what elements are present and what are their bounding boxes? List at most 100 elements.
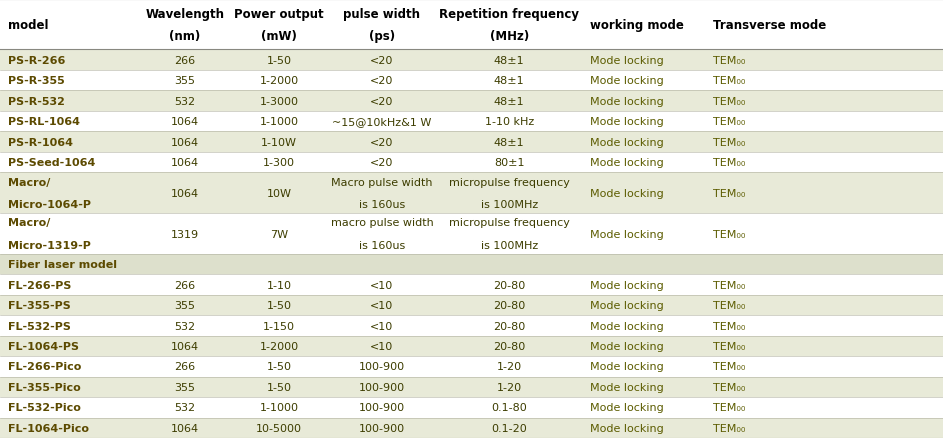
Bar — [0, 254, 943, 275]
Text: Mode locking: Mode locking — [590, 137, 664, 147]
Text: PS-RL-1064: PS-RL-1064 — [8, 117, 79, 127]
Text: TEM₀₀: TEM₀₀ — [713, 229, 745, 239]
Text: 266: 266 — [174, 56, 195, 66]
Text: Fiber laser model: Fiber laser model — [8, 260, 117, 269]
Text: Wavelength: Wavelength — [145, 7, 224, 21]
Text: Mode locking: Mode locking — [590, 382, 664, 392]
Text: TEM₀₀: TEM₀₀ — [713, 382, 745, 392]
Bar — [0, 71, 943, 91]
Text: (MHz): (MHz) — [489, 30, 529, 43]
Text: 1-1000: 1-1000 — [259, 403, 299, 413]
Text: 1319: 1319 — [171, 229, 199, 239]
Text: 1-150: 1-150 — [263, 321, 295, 331]
Text: Mode locking: Mode locking — [590, 300, 664, 311]
Text: is 160us: is 160us — [358, 240, 405, 250]
Text: ~15@10kHz&1 W: ~15@10kHz&1 W — [332, 117, 432, 127]
Text: Mode locking: Mode locking — [590, 403, 664, 413]
Bar — [0, 397, 943, 417]
Text: Micro-1064-P: Micro-1064-P — [8, 199, 91, 209]
Bar — [0, 336, 943, 357]
Text: FL-1064-Pico: FL-1064-Pico — [8, 423, 89, 433]
Bar — [0, 275, 943, 295]
Text: Mode locking: Mode locking — [590, 188, 664, 198]
Text: <20: <20 — [371, 56, 393, 66]
Text: TEM₀₀: TEM₀₀ — [713, 403, 745, 413]
Text: Mode locking: Mode locking — [590, 362, 664, 371]
Text: FL-532-PS: FL-532-PS — [8, 321, 71, 331]
Text: 0.1-20: 0.1-20 — [491, 423, 527, 433]
Text: 266: 266 — [174, 280, 195, 290]
Bar — [0, 152, 943, 173]
Text: PS-R-355: PS-R-355 — [8, 76, 64, 86]
Text: FL-355-Pico: FL-355-Pico — [8, 382, 80, 392]
Text: TEM₀₀: TEM₀₀ — [713, 321, 745, 331]
Text: Mode locking: Mode locking — [590, 280, 664, 290]
Text: 48±1: 48±1 — [494, 96, 524, 106]
Text: Mode locking: Mode locking — [590, 56, 664, 66]
Text: 532: 532 — [174, 403, 195, 413]
Bar — [0, 173, 943, 214]
Text: 100-900: 100-900 — [359, 403, 405, 413]
Text: TEM₀₀: TEM₀₀ — [713, 188, 745, 198]
Text: 1064: 1064 — [171, 188, 199, 198]
Text: 1-2000: 1-2000 — [259, 341, 299, 351]
Text: micropulse frequency: micropulse frequency — [449, 177, 570, 187]
Bar — [0, 295, 943, 316]
Text: 20-80: 20-80 — [493, 321, 525, 331]
Text: 1-2000: 1-2000 — [259, 76, 299, 86]
Bar — [0, 417, 943, 438]
Text: Mode locking: Mode locking — [590, 96, 664, 106]
Text: <10: <10 — [371, 341, 393, 351]
Bar — [0, 50, 943, 71]
Text: TEM₀₀: TEM₀₀ — [713, 280, 745, 290]
Text: TEM₀₀: TEM₀₀ — [713, 117, 745, 127]
Text: TEM₀₀: TEM₀₀ — [713, 341, 745, 351]
Text: Micro-1319-P: Micro-1319-P — [8, 240, 91, 250]
Text: TEM₀₀: TEM₀₀ — [713, 300, 745, 311]
Text: micropulse frequency: micropulse frequency — [449, 218, 570, 228]
Text: 1064: 1064 — [171, 158, 199, 168]
Text: <10: <10 — [371, 321, 393, 331]
Text: model: model — [8, 19, 48, 32]
Text: FL-532-Pico: FL-532-Pico — [8, 403, 80, 413]
Text: 20-80: 20-80 — [493, 300, 525, 311]
Text: 355: 355 — [174, 300, 195, 311]
Text: <10: <10 — [371, 280, 393, 290]
Text: 1064: 1064 — [171, 341, 199, 351]
Text: 1-50: 1-50 — [267, 56, 291, 66]
Text: 1-300: 1-300 — [263, 158, 295, 168]
Text: (mW): (mW) — [261, 30, 297, 43]
Bar — [0, 357, 943, 377]
Text: 48±1: 48±1 — [494, 56, 524, 66]
Text: TEM₀₀: TEM₀₀ — [713, 423, 745, 433]
Text: 0.1-80: 0.1-80 — [491, 403, 527, 413]
Text: 10W: 10W — [267, 188, 291, 198]
Text: Macro pulse width: Macro pulse width — [331, 177, 433, 187]
Text: Transverse mode: Transverse mode — [713, 19, 826, 32]
Text: Mode locking: Mode locking — [590, 423, 664, 433]
Bar — [0, 112, 943, 132]
Text: 355: 355 — [174, 382, 195, 392]
Bar — [0, 377, 943, 397]
Text: PS-R-532: PS-R-532 — [8, 96, 64, 106]
Text: 1-10: 1-10 — [267, 280, 291, 290]
Text: <10: <10 — [371, 300, 393, 311]
Text: <20: <20 — [371, 76, 393, 86]
Bar — [0, 316, 943, 336]
Text: 10-5000: 10-5000 — [256, 423, 302, 433]
Text: 1-1000: 1-1000 — [259, 117, 299, 127]
Text: PS-Seed-1064: PS-Seed-1064 — [8, 158, 95, 168]
Text: 1-50: 1-50 — [267, 362, 291, 371]
Text: (nm): (nm) — [169, 30, 201, 43]
Text: 532: 532 — [174, 321, 195, 331]
Text: TEM₀₀: TEM₀₀ — [713, 76, 745, 86]
Text: Mode locking: Mode locking — [590, 158, 664, 168]
Text: 48±1: 48±1 — [494, 76, 524, 86]
Text: 100-900: 100-900 — [359, 423, 405, 433]
Text: PS-R-1064: PS-R-1064 — [8, 137, 73, 147]
Text: FL-355-PS: FL-355-PS — [8, 300, 71, 311]
Text: Mode locking: Mode locking — [590, 321, 664, 331]
Bar — [0, 132, 943, 152]
Text: TEM₀₀: TEM₀₀ — [713, 137, 745, 147]
Text: 1-50: 1-50 — [267, 300, 291, 311]
